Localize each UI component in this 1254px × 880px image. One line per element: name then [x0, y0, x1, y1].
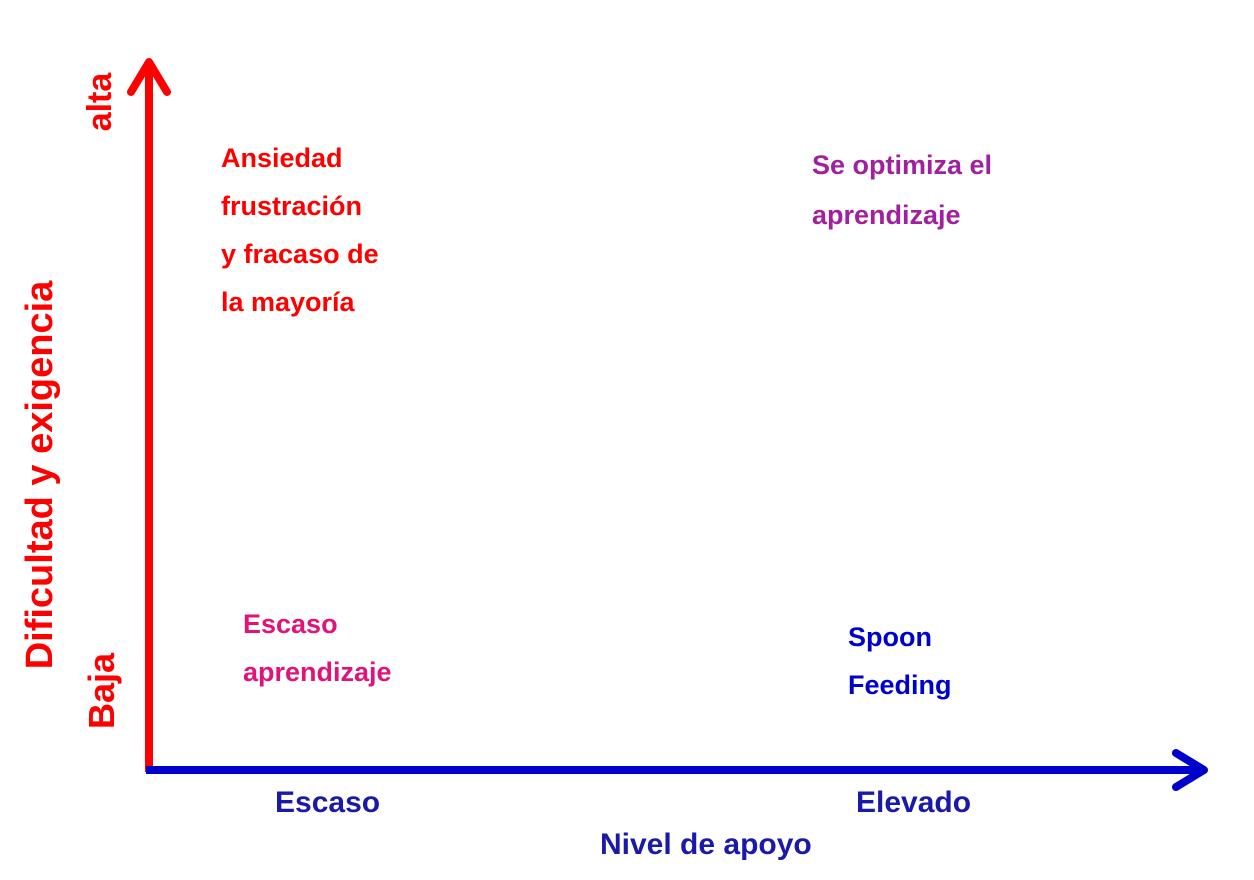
quadrant-line: la mayoría — [221, 287, 355, 317]
quadrant-line: y fracaso de — [221, 239, 379, 269]
x-axis-arrowhead — [1172, 749, 1208, 791]
x-axis-low-label: Escaso — [275, 786, 381, 819]
quadrant-line: aprendizaje — [243, 657, 392, 687]
quadrant-line: aprendizaje — [812, 200, 961, 230]
y-axis-arrowhead — [127, 58, 171, 96]
quadrant-bottom-right-text: Spoon Feeding — [848, 613, 952, 709]
quadrant-line: frustración — [221, 191, 363, 221]
quadrant-line: Se optimiza el — [812, 150, 993, 180]
quadrant-line: Spoon — [848, 622, 932, 652]
quadrant-bottom-left-text: Escaso aprendizaje — [243, 600, 392, 696]
quadrant-top-left-text: Ansiedad frustración y fracaso de la may… — [221, 134, 379, 326]
y-axis-low-label: Baja — [81, 652, 122, 730]
quadrant-line: Feeding — [848, 670, 952, 700]
quadrant-top-right-text: Se optimiza el aprendizaje — [812, 140, 992, 240]
y-axis-high-label: alta — [81, 72, 119, 132]
quadrant-line: Ansiedad — [221, 143, 343, 173]
y-axis-title: Dificultad y exigencia — [19, 280, 61, 670]
x-axis-high-label: Elevado — [856, 786, 972, 819]
x-axis-title: Nivel de apoyo — [600, 828, 812, 861]
quadrant-line: Escaso — [243, 609, 338, 639]
